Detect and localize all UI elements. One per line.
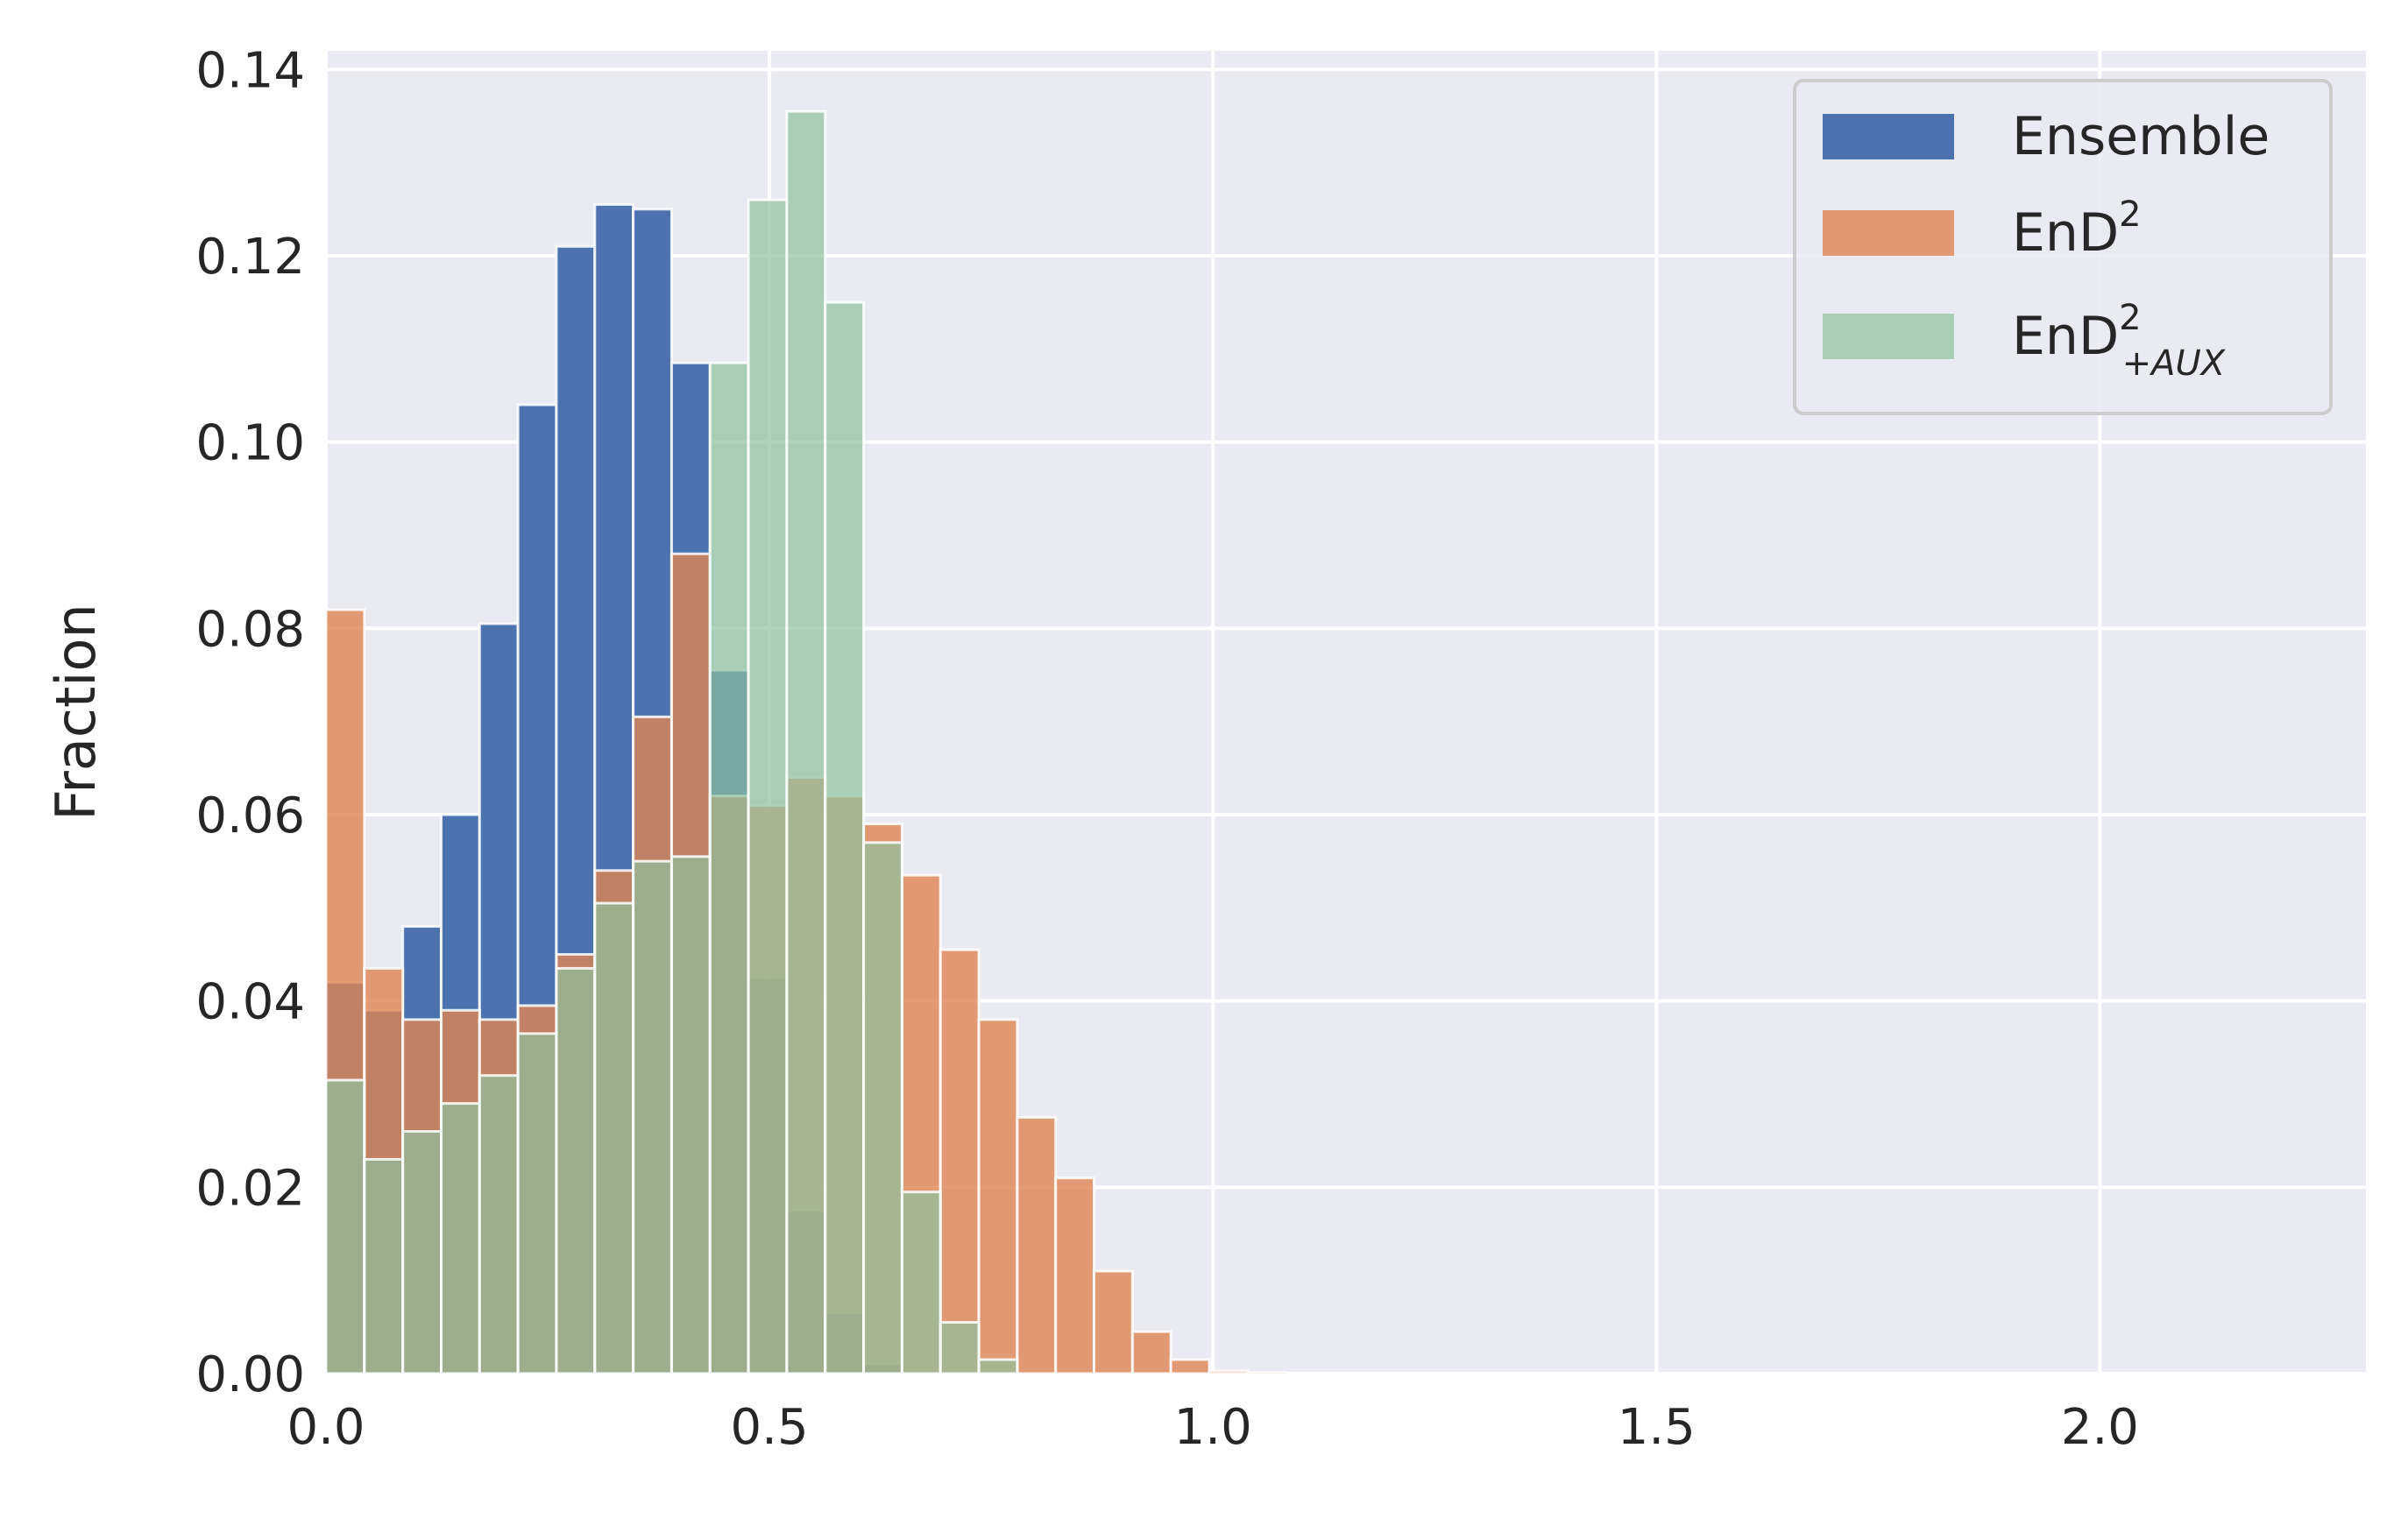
histogram-bar bbox=[632, 859, 673, 1375]
y-tick-labels: 0.00 0.02 0.04 0.06 0.08 0.10 0.12 0.14 bbox=[195, 42, 305, 1403]
legend-label: EnD2 bbox=[2012, 194, 2142, 264]
y-tick-label: 0.12 bbox=[195, 229, 305, 286]
histogram-bar bbox=[516, 1032, 558, 1375]
histogram-bar bbox=[439, 1102, 481, 1375]
y-tick-label: 0.10 bbox=[195, 415, 305, 472]
x-tick-label: 0.0 bbox=[287, 1399, 365, 1456]
legend-swatch bbox=[1823, 210, 1954, 256]
y-tick-label: 0.14 bbox=[195, 42, 305, 99]
histogram-bar bbox=[401, 1130, 443, 1375]
histogram-bar bbox=[1169, 1358, 1211, 1375]
histogram-bar bbox=[785, 110, 827, 1375]
histogram-bar bbox=[1093, 1269, 1134, 1375]
y-tick-label: 0.06 bbox=[195, 788, 305, 844]
histogram-bar bbox=[1130, 1330, 1172, 1375]
histogram-bar bbox=[1054, 1176, 1096, 1375]
histogram-bar bbox=[900, 1190, 942, 1375]
y-tick-label: 0.08 bbox=[195, 601, 305, 658]
histogram-bar bbox=[593, 901, 635, 1375]
histogram-bar bbox=[363, 1157, 405, 1375]
legend: Ensemble EnD2 EnD2 +AUX bbox=[1793, 79, 2333, 415]
series-3-bars bbox=[324, 110, 1019, 1375]
bars bbox=[324, 110, 1288, 1375]
legend-swatch bbox=[1823, 114, 1954, 159]
histogram-bar bbox=[1208, 1369, 1250, 1375]
histogram-bar bbox=[555, 966, 597, 1375]
y-axis-label: Fraction bbox=[44, 604, 108, 821]
histogram-bar bbox=[977, 1018, 1019, 1375]
legend-label: EnD2 +AUX bbox=[2012, 298, 2227, 384]
histogram-bar bbox=[938, 1321, 981, 1375]
histogram-bar bbox=[1246, 1371, 1288, 1375]
y-tick-label: 0.00 bbox=[195, 1346, 305, 1403]
legend-label: Ensemble bbox=[2012, 106, 2270, 167]
histogram-bar bbox=[747, 198, 789, 1375]
x-tick-label: 2.0 bbox=[2061, 1399, 2139, 1456]
legend-swatch bbox=[1823, 314, 1954, 359]
histogram-bar bbox=[478, 1074, 520, 1375]
x-tick-label: 1.0 bbox=[1174, 1399, 1252, 1456]
histogram-bar bbox=[1016, 1116, 1058, 1375]
y-tick-label: 0.04 bbox=[195, 974, 305, 1031]
x-tick-label: 0.5 bbox=[731, 1399, 809, 1456]
y-tick-label: 0.02 bbox=[195, 1160, 305, 1217]
histogram-bar bbox=[708, 361, 750, 1375]
x-tick-labels: 0.0 0.5 1.0 1.5 2.0 bbox=[287, 1399, 2138, 1456]
histogram-bar bbox=[938, 948, 981, 1375]
histogram-bar bbox=[977, 1358, 1019, 1375]
histogram-bar bbox=[862, 841, 903, 1375]
histogram-bar bbox=[324, 1078, 366, 1375]
histogram-bar bbox=[669, 855, 712, 1375]
histogram-bar bbox=[824, 300, 866, 1375]
x-tick-label: 1.5 bbox=[1618, 1399, 1696, 1456]
